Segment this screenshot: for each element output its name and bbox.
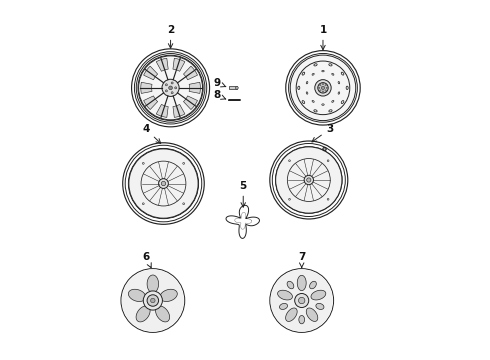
Polygon shape: [141, 82, 152, 94]
Polygon shape: [278, 290, 293, 300]
Text: 7: 7: [298, 252, 305, 267]
Polygon shape: [299, 315, 305, 324]
Circle shape: [319, 90, 321, 91]
Polygon shape: [287, 281, 294, 289]
Polygon shape: [183, 66, 197, 80]
Circle shape: [122, 270, 184, 332]
Circle shape: [318, 83, 328, 93]
Polygon shape: [286, 308, 297, 321]
Polygon shape: [160, 289, 177, 302]
Circle shape: [161, 181, 166, 186]
Bar: [229, 86, 237, 89]
Circle shape: [139, 56, 202, 120]
Circle shape: [165, 84, 168, 86]
Circle shape: [325, 85, 326, 86]
Polygon shape: [183, 96, 197, 109]
Circle shape: [174, 87, 177, 89]
Circle shape: [304, 175, 314, 185]
Polygon shape: [128, 289, 146, 302]
Text: 2: 2: [167, 25, 174, 48]
Circle shape: [159, 179, 169, 188]
Circle shape: [276, 147, 342, 213]
Circle shape: [326, 87, 327, 89]
Polygon shape: [144, 96, 158, 109]
Circle shape: [150, 298, 155, 303]
Circle shape: [319, 85, 321, 86]
Polygon shape: [156, 58, 168, 71]
Polygon shape: [279, 303, 288, 310]
Text: 5: 5: [240, 181, 247, 207]
Text: 6: 6: [142, 252, 151, 268]
Circle shape: [171, 92, 173, 94]
Circle shape: [162, 79, 179, 96]
Polygon shape: [173, 104, 185, 117]
Circle shape: [318, 87, 320, 89]
Circle shape: [171, 82, 173, 84]
Polygon shape: [306, 308, 318, 321]
Text: 1: 1: [319, 25, 327, 50]
Circle shape: [315, 80, 331, 96]
Text: 4: 4: [142, 124, 161, 143]
Circle shape: [290, 55, 356, 121]
Circle shape: [271, 270, 333, 332]
Polygon shape: [311, 290, 326, 300]
Text: 3: 3: [312, 124, 334, 142]
Circle shape: [294, 293, 309, 307]
Circle shape: [322, 91, 324, 92]
Circle shape: [129, 149, 198, 218]
Circle shape: [169, 86, 172, 90]
Text: 9: 9: [213, 78, 226, 88]
Circle shape: [165, 90, 168, 92]
Polygon shape: [189, 82, 200, 94]
Circle shape: [143, 291, 162, 310]
Circle shape: [322, 84, 324, 85]
Polygon shape: [297, 275, 306, 291]
Polygon shape: [316, 303, 324, 310]
Circle shape: [298, 297, 305, 304]
Circle shape: [325, 90, 326, 91]
Circle shape: [235, 86, 238, 89]
Circle shape: [307, 178, 311, 182]
Text: 8: 8: [213, 90, 226, 100]
Polygon shape: [156, 306, 170, 322]
Polygon shape: [173, 58, 185, 71]
Circle shape: [147, 295, 159, 306]
Polygon shape: [144, 66, 158, 80]
Polygon shape: [136, 306, 150, 322]
Polygon shape: [147, 275, 159, 293]
Polygon shape: [156, 104, 168, 117]
Circle shape: [321, 86, 325, 90]
Polygon shape: [310, 281, 317, 289]
